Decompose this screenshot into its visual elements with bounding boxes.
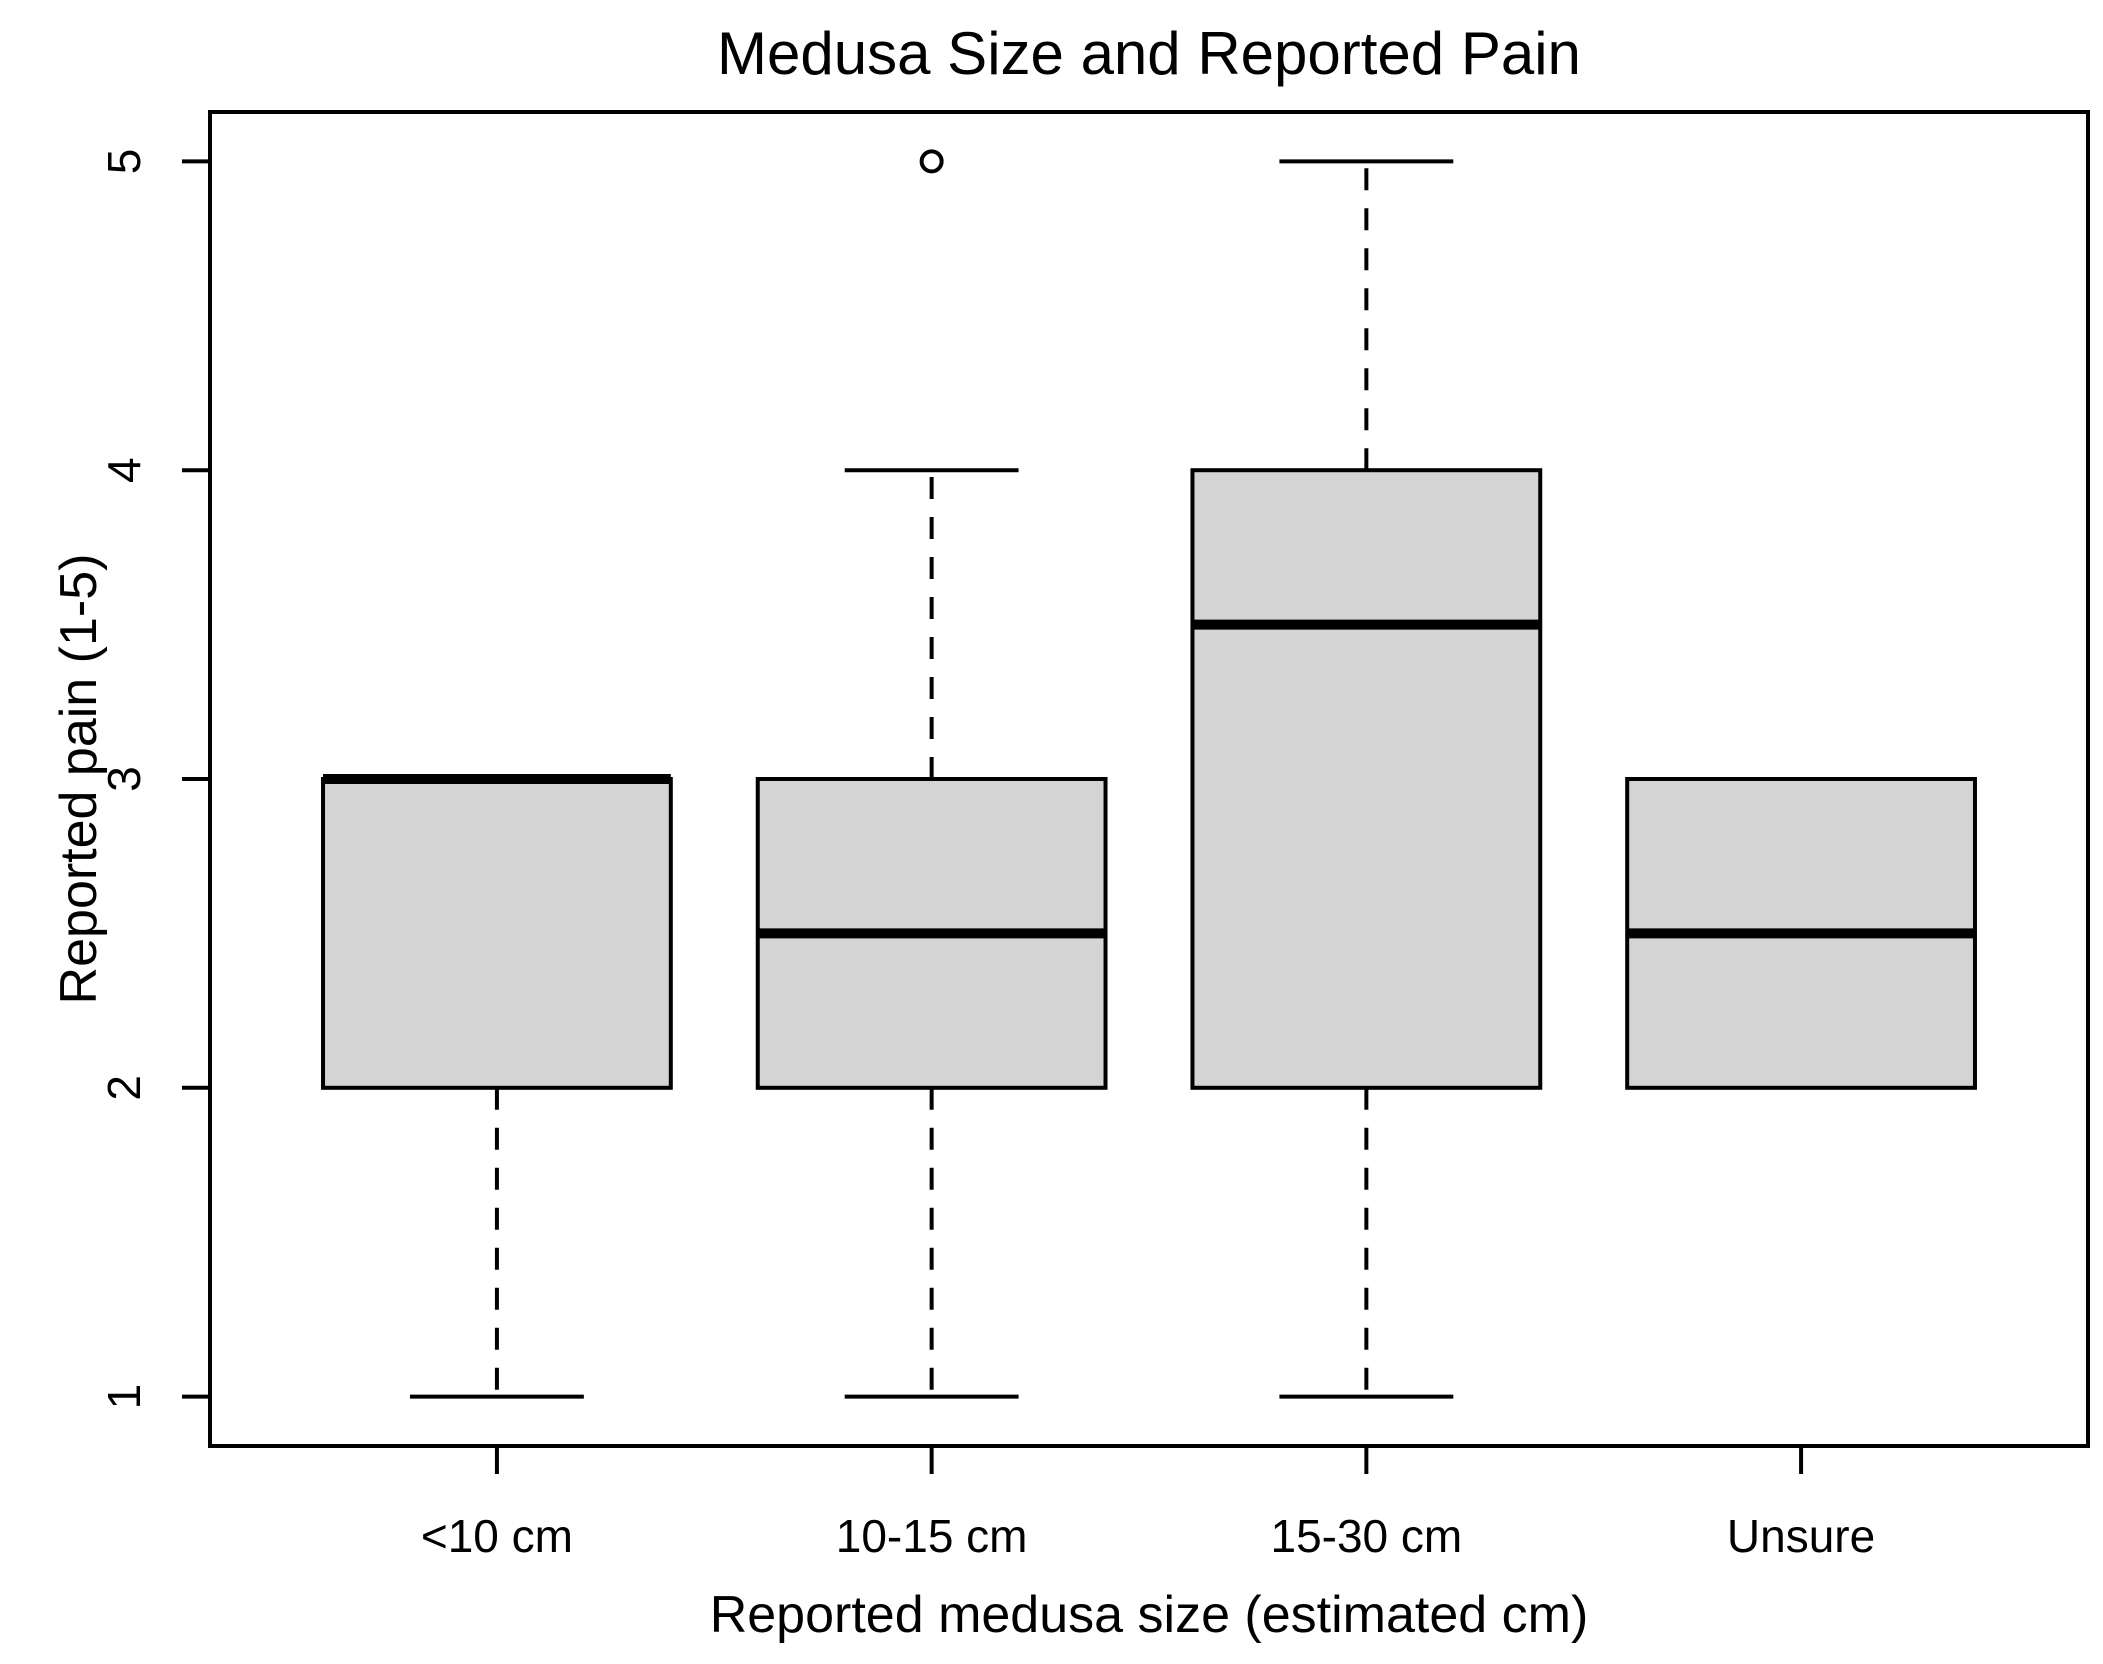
- iqr-box: [321, 777, 673, 1090]
- y-tick-label: 3: [98, 766, 150, 792]
- x-tick-label: 15-30 cm: [1270, 1510, 1462, 1562]
- x-tick-label: Unsure: [1727, 1510, 1875, 1562]
- outlier-point: [919, 149, 944, 174]
- y-axis-title: Reported pain (1-5): [50, 554, 108, 1005]
- x-axis-title: Reported medusa size (estimated cm): [710, 1586, 1589, 1644]
- chart-title: Medusa Size and Reported Pain: [717, 20, 1581, 87]
- y-tick-label: 2: [98, 1075, 150, 1101]
- boxplot-group: [321, 774, 673, 1399]
- iqr-box: [1190, 468, 1543, 1090]
- boxplot-group: [755, 149, 1108, 1399]
- x-axis: <10 cm 10-15 cm 15-30 cm Unsure: [421, 1446, 1875, 1562]
- y-tick-label: 5: [98, 149, 150, 175]
- y-tick-label: 1: [98, 1384, 150, 1410]
- y-tick-label: 4: [98, 457, 150, 483]
- x-tick-label: <10 cm: [421, 1510, 573, 1562]
- boxplot-group: [1625, 777, 1977, 1090]
- x-tick-label: 10-15 cm: [836, 1510, 1028, 1562]
- boxplot-group: [1190, 159, 1543, 1399]
- y-axis: 1 2 3 4 5: [98, 149, 210, 1410]
- box-groups: [321, 149, 1977, 1399]
